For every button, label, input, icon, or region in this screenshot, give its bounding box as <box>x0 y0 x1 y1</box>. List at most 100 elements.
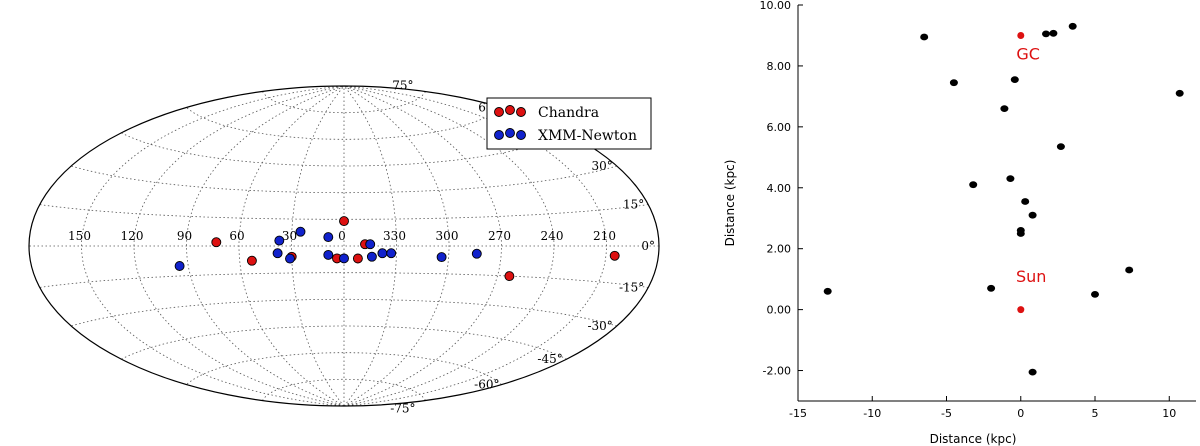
source-distance-point <box>1068 22 1077 30</box>
y-tick-label: -2.00 <box>763 365 791 378</box>
sun-annotation: Sun <box>1016 267 1046 286</box>
graticule-meridian <box>238 85 345 407</box>
latitude-tick-label: -75° <box>390 402 415 416</box>
x-tick-label: -10 <box>863 407 881 420</box>
source-distance-point <box>1091 291 1099 298</box>
longitude-tick-label: 270 <box>488 229 511 243</box>
chandra-source-point <box>211 237 222 248</box>
longitude-tick-label: 300 <box>436 229 459 243</box>
source-distance-point <box>1000 105 1009 112</box>
longitude-tick-label: 0 <box>338 229 346 243</box>
longitude-tick-label: 90 <box>177 229 192 243</box>
chandra-source-point <box>246 255 257 266</box>
legend-box <box>486 97 652 150</box>
graticule-meridian <box>343 85 607 407</box>
xmm-newton-source-point <box>274 235 285 246</box>
graticule-meridian <box>343 85 502 407</box>
chandra-source-point <box>352 253 363 264</box>
latitude-tick-label: -45° <box>537 352 562 366</box>
source-distance-point <box>1056 143 1065 151</box>
gc-annotation: GC <box>1016 45 1040 64</box>
graticule-meridian <box>291 85 345 407</box>
source-distance-point <box>1016 230 1025 237</box>
graticule-meridian <box>133 85 345 407</box>
graticule-parallel <box>262 378 426 401</box>
graticule-parallel <box>121 325 567 360</box>
xmm-newton-source-point <box>339 253 349 264</box>
source-distance-point <box>920 33 929 41</box>
y-tick-label: 4.00 <box>767 182 792 195</box>
source-distance-point <box>949 79 958 87</box>
x-tick-label: 5 <box>1092 407 1099 420</box>
longitude-tick-label: 330 <box>383 229 406 243</box>
source-distance-point <box>1125 266 1134 274</box>
xmm-newton-source-point <box>366 251 377 262</box>
galactic-center-marker <box>1017 32 1025 39</box>
xmm-newton-source-point <box>377 248 388 259</box>
chandra-source-point <box>339 216 349 227</box>
y-tick-label: 10.00 <box>760 0 792 12</box>
latitude-tick-label: 15° <box>623 198 644 212</box>
x-tick-label: 0 <box>1017 407 1024 420</box>
xmm-newton-source-point <box>285 253 295 264</box>
y-tick-label: 6.00 <box>767 121 792 134</box>
x-tick-label: -5 <box>941 407 952 420</box>
longitude-tick-label: 60 <box>229 229 244 243</box>
xmm-newton-source-point <box>386 248 397 259</box>
longitude-tick-label: 240 <box>541 229 564 243</box>
graticule-meridian <box>81 85 345 407</box>
chandra-source-point <box>609 250 620 261</box>
xmm-newton-source-point <box>365 239 376 250</box>
source-distance-point <box>1021 198 1030 205</box>
longitude-tick-label: 30 <box>282 229 297 243</box>
xmm-newton-source-point <box>174 261 185 271</box>
chandra-source-point <box>504 271 515 282</box>
x-tick-label: 10 <box>1162 407 1176 420</box>
sun-marker <box>1017 306 1025 314</box>
xmm-newton-source-point <box>436 252 447 263</box>
latitude-tick-label: 30° <box>592 159 613 173</box>
longitude-tick-label: 120 <box>121 229 144 243</box>
source-distance-point <box>969 181 978 189</box>
source-distance-point <box>1028 368 1037 376</box>
graticule-parallel <box>186 107 502 140</box>
legend-chandra-marker-2 <box>505 105 515 115</box>
legend-xmm-marker-2 <box>505 128 515 138</box>
source-distance-point <box>987 284 996 292</box>
legend-xmm-label: XMM-Newton <box>538 128 637 144</box>
xmm-newton-source-point <box>272 248 283 259</box>
y-tick-label: 0.00 <box>767 304 792 317</box>
y-tick-label: 8.00 <box>767 60 792 73</box>
y-axis-title: Distance (kpc) <box>723 160 737 247</box>
graticule-meridian <box>186 85 345 407</box>
galactic-distance-plot: 10.00 8.00 6.00 4.00 2.00 0.00 -2.00 -15 -10 -5 0 5… <box>723 0 1196 446</box>
latitude-tick-label: -60° <box>474 378 499 392</box>
y-tick-label: 2.00 <box>767 243 792 256</box>
legend-chandra-marker-3 <box>516 107 526 117</box>
longitude-tick-label: 150 <box>68 229 91 243</box>
legend-xmm-marker-1 <box>494 130 504 140</box>
source-distance-point <box>1042 30 1050 38</box>
graticule-meridian <box>343 85 397 407</box>
legend-xmm-marker-3 <box>516 130 526 140</box>
xmm-newton-source-point <box>471 248 482 259</box>
legend-chandra-label: Chandra <box>538 105 599 121</box>
source-distance-point <box>1006 175 1015 183</box>
xmm-newton-source-point <box>323 249 334 260</box>
sky-map-border <box>28 85 660 407</box>
longitude-tick-label: 210 <box>593 229 616 243</box>
latitude-tick-label: 0° <box>641 239 655 253</box>
source-distance-point <box>1010 76 1019 83</box>
x-axis-title: Distance (kpc) <box>930 432 1017 446</box>
xmm-newton-source-point <box>295 226 306 237</box>
graticule-meridian <box>343 85 450 407</box>
legend-chandra-marker-1 <box>494 107 504 117</box>
source-distance-point <box>1049 29 1058 37</box>
latitude-tick-label: -30° <box>587 319 612 333</box>
latitude-tick-label: 75° <box>392 78 413 92</box>
graticule-meridian <box>343 85 555 407</box>
latitude-tick-label: -15° <box>619 280 644 294</box>
x-tick-label: -15 <box>789 407 807 420</box>
source-distance-point <box>1175 89 1184 97</box>
aitoff-sky-map: 150120906030033030027024021075°60°45°30°… <box>28 78 660 416</box>
